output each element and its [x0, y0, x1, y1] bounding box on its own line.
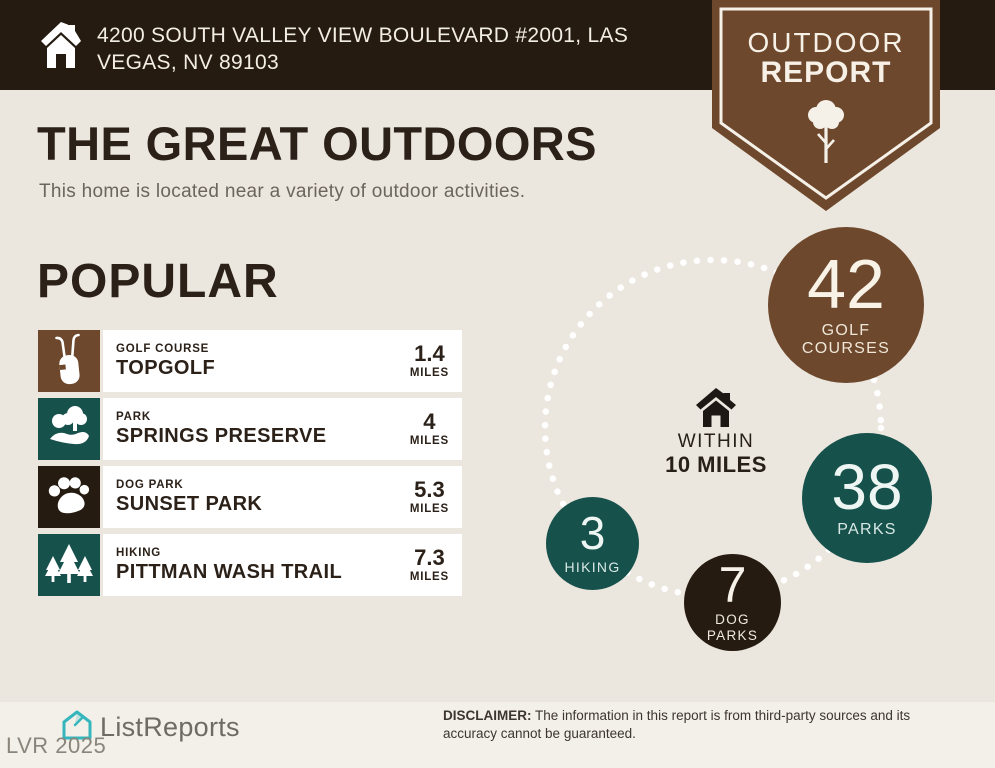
page-title: THE GREAT OUTDOORS: [37, 117, 597, 170]
item-distance: 7.3 MILES: [409, 545, 449, 584]
bubble-golf-courses: 42 GOLF COURSES: [768, 227, 924, 383]
list-item: DOG PARK SUNSET PARK 5.3 MILES: [38, 466, 462, 528]
bubble-label: GOLF COURSES: [801, 321, 891, 358]
list-item-card: GOLF COURSE TOPGOLF 1.4 MILES: [103, 330, 462, 392]
item-name: PITTMAN WASH TRAIL: [116, 560, 343, 583]
bubble-label: PARKS: [837, 520, 897, 538]
watermark: LVR 2025: [6, 733, 107, 758]
home-icon: [40, 21, 82, 74]
list-item-card: HIKING PITTMAN WASH TRAIL 7.3 MILES: [103, 534, 462, 596]
bubble-value: 3: [579, 507, 606, 560]
badge-title-line1: OUTDOOR: [747, 27, 905, 58]
bubble-value: 42: [807, 245, 885, 324]
list-item: HIKING PITTMAN WASH TRAIL 7.3 MILES: [38, 534, 462, 596]
item-distance: 4 MILES: [409, 409, 449, 448]
list-item: PARK SPRINGS PRESERVE 4 MILES: [38, 398, 462, 460]
item-name: TOPGOLF: [116, 356, 216, 379]
dotted-radius-ring: [541, 256, 885, 600]
disclaimer: DISCLAIMER: The information in this repo…: [443, 707, 955, 743]
park-tree-icon: [38, 398, 100, 460]
item-category: DOG PARK: [116, 478, 184, 491]
radius-label-line1: WITHIN: [677, 431, 755, 452]
item-distance: 1.4 MILES: [409, 341, 449, 380]
bubble-parks: 38 PARKS: [802, 433, 932, 563]
page-subtitle: This home is located near a variety of o…: [39, 181, 526, 202]
bubble-hiking: 3 HIKING: [546, 497, 639, 590]
item-category: PARK: [116, 410, 151, 423]
disclaimer-label: DISCLAIMER:: [443, 708, 532, 723]
badge-title-line2: REPORT: [760, 56, 892, 89]
golf-bag-icon: [38, 330, 100, 392]
home-icon: [695, 388, 737, 433]
item-category: HIKING: [116, 546, 162, 559]
list-item: GOLF COURSE TOPGOLF 1.4 MILES: [38, 330, 462, 392]
popular-heading: POPULAR: [37, 255, 279, 308]
item-name: SUNSET PARK: [116, 492, 263, 515]
bubble-label: DOG PARKS: [706, 612, 759, 643]
pine-trees-icon: [38, 534, 100, 596]
item-name: SPRINGS PRESERVE: [116, 424, 327, 447]
footer: [0, 702, 995, 768]
item-distance: 5.3 MILES: [409, 477, 449, 516]
brand-name: ListReports: [100, 712, 240, 742]
bubble-dog-parks: 7 DOG PARKS: [684, 554, 781, 651]
list-item-card: PARK SPRINGS PRESERVE 4 MILES: [103, 398, 462, 460]
disclaimer-text: The information in this report is from t…: [443, 708, 911, 741]
item-category: GOLF COURSE: [116, 342, 210, 355]
outdoor-report-badge: OUTDOOR REPORT: [712, 0, 940, 214]
property-address: 4200 SOUTH VALLEY VIEW BOULEVARD #2001, …: [97, 24, 629, 75]
bubble-label: HIKING: [564, 558, 621, 575]
radius-label-line2: 10 MILES: [665, 452, 767, 477]
popular-list: GOLF COURSE TOPGOLF 1.4 MILES: [38, 330, 462, 602]
bubble-value: 7: [718, 556, 747, 613]
listreports-logo-icon: [60, 709, 94, 746]
list-item-card: DOG PARK SUNSET PARK 5.3 MILES: [103, 466, 462, 528]
paw-icon: [38, 466, 100, 528]
bubble-value: 38: [831, 450, 903, 523]
tree-icon: [804, 97, 848, 170]
